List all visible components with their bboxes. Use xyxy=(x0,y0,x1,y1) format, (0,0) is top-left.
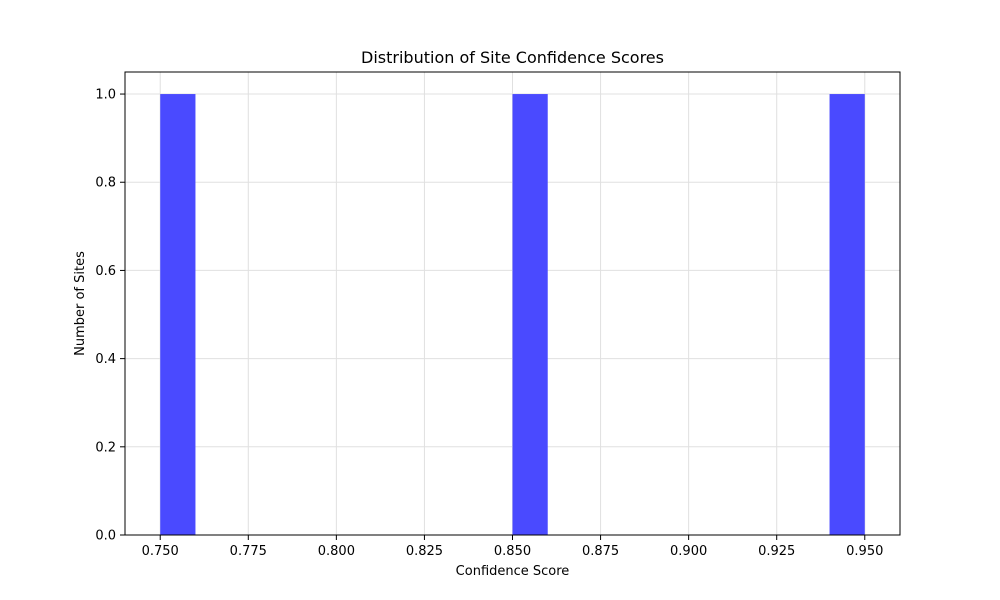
y-tick-layer: 0.0 0.2 0.4 0.6 0.8 1.0 xyxy=(95,88,125,544)
x-tick-label: 0.800 xyxy=(318,544,355,559)
bar-layer xyxy=(160,94,865,536)
x-tick-label: 0.875 xyxy=(582,544,619,559)
x-tick-label: 0.950 xyxy=(846,544,883,559)
x-tick-label: 0.775 xyxy=(230,544,267,559)
x-tick-label: 0.825 xyxy=(406,544,443,559)
x-axis-label: Confidence Score xyxy=(456,564,570,579)
y-tick-label: 0.8 xyxy=(95,176,116,191)
y-tick-label: 0.4 xyxy=(95,352,116,367)
y-tick-label: 0.0 xyxy=(95,529,116,544)
x-tick-label: 0.900 xyxy=(670,544,707,559)
x-tick-label: 0.850 xyxy=(494,544,531,559)
histogram-bar xyxy=(829,94,865,536)
histogram-bar xyxy=(512,94,548,536)
x-tick-layer: 0.750 0.775 0.800 0.825 0.850 0.875 0.900 0.925… xyxy=(142,535,883,559)
x-tick-label: 0.750 xyxy=(142,544,179,559)
histogram-bar xyxy=(160,94,196,536)
x-tick-label: 0.925 xyxy=(758,544,795,559)
y-tick-label: 0.6 xyxy=(95,264,116,279)
chart-title: Distribution of Site Confidence Scores xyxy=(361,48,664,67)
y-axis-label: Number of Sites xyxy=(73,251,88,356)
y-tick-label: 1.0 xyxy=(95,88,116,103)
y-tick-label: 0.2 xyxy=(95,440,116,455)
